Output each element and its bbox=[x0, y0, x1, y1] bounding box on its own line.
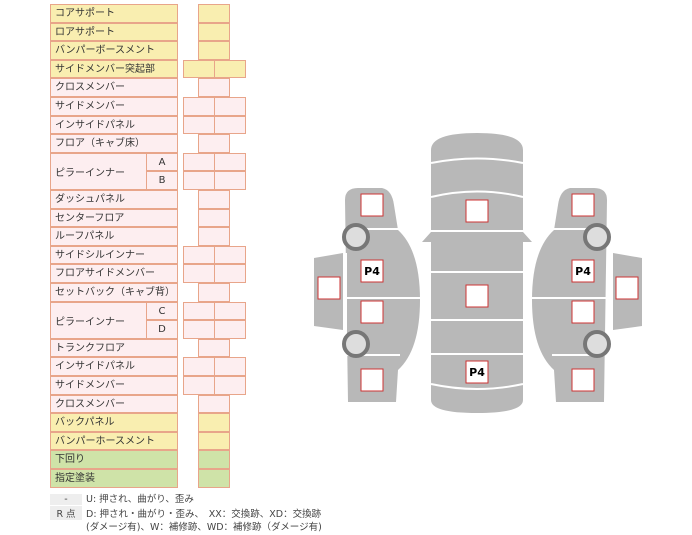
mark-left-door-rear[interactable] bbox=[360, 300, 384, 324]
result-cell[interactable] bbox=[214, 264, 246, 283]
result-cell[interactable] bbox=[214, 171, 246, 190]
result-cell[interactable] bbox=[214, 59, 246, 79]
mark-left-door-front[interactable] bbox=[360, 259, 384, 283]
mark-trunk[interactable] bbox=[465, 360, 489, 384]
mark-left-mirror[interactable] bbox=[317, 276, 341, 300]
table-row-label: ピラーインナー bbox=[50, 301, 147, 339]
mark-label: P4 bbox=[575, 265, 591, 278]
table-row-label: ダッシュパネル bbox=[50, 190, 178, 209]
table-row-label: ピラーインナー bbox=[50, 152, 147, 190]
result-cell[interactable] bbox=[198, 208, 230, 228]
result-cell[interactable] bbox=[214, 357, 246, 376]
result-cell[interactable] bbox=[198, 134, 230, 153]
mark-roof[interactable] bbox=[465, 284, 489, 308]
legend-row: - U: 押され、曲がり、歪み bbox=[50, 491, 194, 505]
result-cell[interactable] bbox=[214, 320, 246, 339]
wheel-icon bbox=[342, 330, 370, 358]
table-row-label: ルーフパネル bbox=[50, 227, 178, 246]
result-cell[interactable] bbox=[214, 245, 246, 265]
table-row-label: フロアサイドメンバー bbox=[50, 264, 178, 283]
right-side-body bbox=[532, 188, 607, 402]
table-row-label: インサイドパネル bbox=[50, 115, 178, 135]
result-cell[interactable] bbox=[198, 394, 230, 414]
table-row-label: バックパネル bbox=[50, 413, 178, 432]
table-row-label: センターフロア bbox=[50, 208, 178, 228]
wheel-icon bbox=[583, 223, 611, 251]
mark-right-door-front[interactable] bbox=[571, 259, 595, 283]
mark-right-door-rear[interactable] bbox=[571, 300, 595, 324]
result-cell[interactable] bbox=[198, 190, 230, 209]
result-cell[interactable] bbox=[198, 431, 230, 451]
result-cell[interactable] bbox=[214, 301, 246, 321]
wheel-icon bbox=[342, 223, 370, 251]
table-row-sublabel: A bbox=[146, 152, 178, 172]
result-cell[interactable] bbox=[214, 376, 246, 395]
result-cell[interactable] bbox=[198, 227, 230, 246]
table-row-label: コアサポート bbox=[50, 4, 178, 23]
table-row-label: ロアサポート bbox=[50, 22, 178, 42]
result-cell[interactable] bbox=[214, 97, 246, 116]
result-cell[interactable] bbox=[214, 152, 246, 172]
table-row-label: フロア（キャブ床） bbox=[50, 134, 178, 153]
mark-left-front[interactable] bbox=[360, 193, 384, 217]
table-row-label: サイドメンバー bbox=[50, 376, 178, 395]
result-cell[interactable] bbox=[198, 22, 230, 42]
table-row-label: サイドメンバー bbox=[50, 97, 178, 116]
table-row-label: トランクフロア bbox=[50, 338, 178, 358]
legend-key: R 点 bbox=[50, 506, 82, 520]
legend-key: - bbox=[50, 494, 82, 505]
result-cell[interactable] bbox=[198, 338, 230, 358]
wheel-icon bbox=[583, 330, 611, 358]
table-row-label: インサイドパネル bbox=[50, 357, 178, 376]
table-row-sublabel: B bbox=[146, 171, 178, 190]
legend-text: (ダメージ有)、W：補修跡、WD：補修跡（ダメージ有) bbox=[86, 522, 322, 533]
result-cell[interactable] bbox=[214, 115, 246, 135]
mark-left-rear[interactable] bbox=[360, 368, 384, 392]
table-row-label: セットバック（キャブ背） bbox=[50, 283, 178, 302]
legend-row: R 点 D: 押され・曲がり・歪み、 XX：交換跡、XD：交換跡 bbox=[50, 506, 321, 520]
mark-right-rear[interactable] bbox=[571, 368, 595, 392]
table-row-label: バンパーボースメント bbox=[50, 41, 178, 60]
result-cell[interactable] bbox=[198, 283, 230, 302]
result-cell[interactable] bbox=[198, 469, 230, 488]
table-row-label: サイドメンバー突起部 bbox=[50, 59, 178, 79]
mark-hood[interactable] bbox=[465, 199, 489, 223]
mark-label: P4 bbox=[364, 265, 380, 278]
mark-right-front[interactable] bbox=[571, 193, 595, 217]
table-row-sublabel: C bbox=[146, 301, 178, 321]
result-cell[interactable] bbox=[198, 413, 230, 432]
result-cell[interactable] bbox=[198, 78, 230, 97]
table-row-label: クロスメンバー bbox=[50, 394, 178, 414]
table-row-label: 指定塗装 bbox=[50, 469, 178, 488]
result-cell[interactable] bbox=[198, 4, 230, 23]
mark-label: P4 bbox=[469, 366, 485, 379]
table-row-label: 下回り bbox=[50, 450, 178, 469]
table-row-label: バンパーホースメント bbox=[50, 431, 178, 451]
result-cell[interactable] bbox=[198, 41, 230, 60]
table-row-label: サイドシルインナー bbox=[50, 245, 178, 265]
wheels bbox=[342, 223, 611, 358]
table-row-sublabel: D bbox=[146, 320, 178, 339]
legend-row: (ダメージ有)、W：補修跡、WD：補修跡（ダメージ有) bbox=[86, 519, 322, 533]
mark-right-mirror[interactable] bbox=[615, 276, 639, 300]
table-row-label: クロスメンバー bbox=[50, 78, 178, 97]
legend-text: U: 押され、曲がり、歪み bbox=[86, 494, 194, 505]
result-cell[interactable] bbox=[198, 450, 230, 469]
legend-text: D: 押され・曲がり・歪み、 XX：交換跡、XD：交換跡 bbox=[86, 509, 322, 520]
